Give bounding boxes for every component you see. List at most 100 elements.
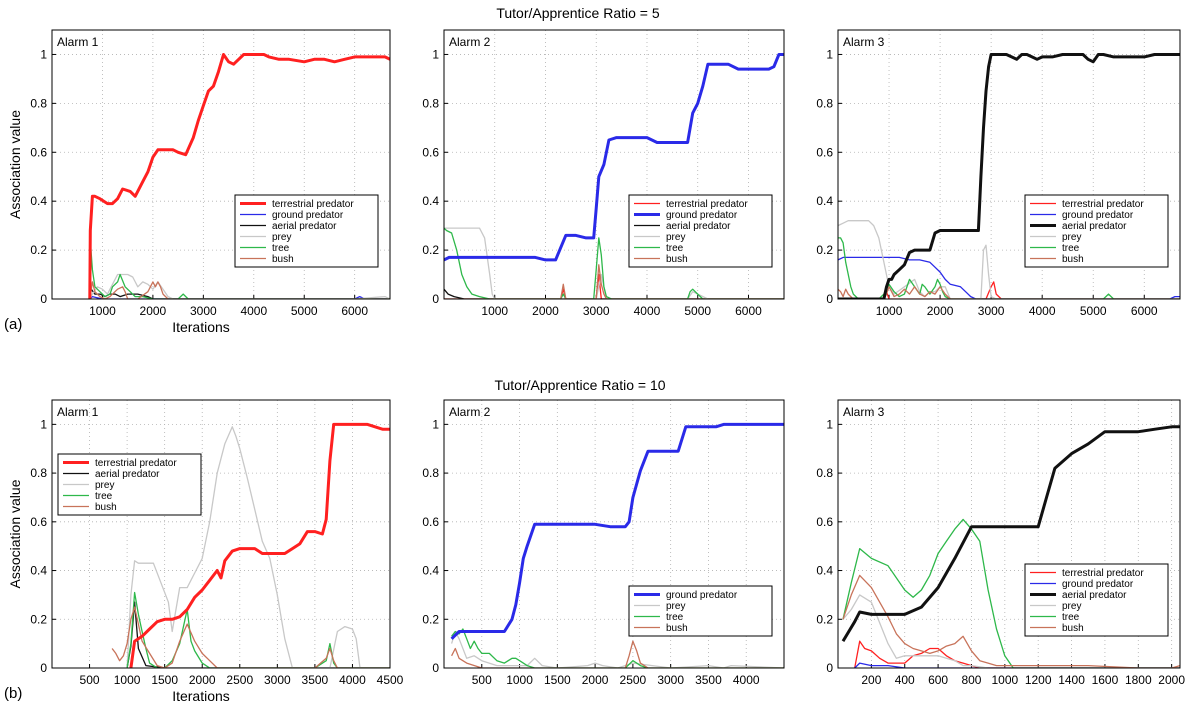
legend-label: aerial predator [1062, 221, 1127, 232]
tick-label-x: 1000 [506, 673, 533, 687]
tick-label-y: 1 [432, 47, 439, 61]
x-axis-label: Iterations [172, 688, 230, 704]
tick-label-x: 200 [861, 673, 881, 687]
tick-label-x: 4000 [339, 673, 366, 687]
tick-label-x: 2000 [582, 673, 609, 687]
series-line-ground-predator [838, 256, 1180, 299]
series-line-ground-predator [450, 422, 784, 640]
series-line-tree [88, 246, 390, 299]
series-line-tree [126, 591, 390, 668]
tick-label-x: 2000 [532, 304, 559, 318]
plot-frame [51, 29, 391, 300]
series-lines [111, 422, 390, 668]
tick-label-y: 0.8 [422, 466, 439, 480]
panel-title: Alarm 3 [843, 35, 885, 49]
tick-label-y: 0.6 [30, 145, 47, 159]
legend-label: tree [1062, 243, 1080, 254]
tick-label-x: 5000 [684, 304, 711, 318]
tick-label-x: 5000 [1080, 304, 1107, 318]
tick-label-x: 6000 [735, 304, 762, 318]
panel-3: 0 0.2 0.4 0.6 0.8 1 1000 2000 3000 4000 5000 6000 Al… [816, 29, 1181, 318]
tick-label-y: 0.4 [30, 194, 47, 208]
tick-label-x: 1500 [151, 673, 178, 687]
tick-label-x: 800 [961, 673, 981, 687]
legend-label: bush [1062, 623, 1084, 634]
tick-label-y: 0.2 [422, 612, 439, 626]
tick-label-x: 500 [472, 673, 492, 687]
panel-title: Alarm 1 [57, 405, 99, 419]
tick-label-x: 400 [895, 673, 915, 687]
series-line-bush [842, 574, 1180, 668]
legend-label: terrestrial predator [1062, 568, 1144, 579]
panel-title: Alarm 2 [449, 35, 491, 49]
tick-label-x: 2000 [140, 304, 167, 318]
row-a-title: Tutor/Apprentice Ratio = 5 [496, 5, 660, 21]
tick-label-x: 2500 [226, 673, 253, 687]
series-line-ground-predator [854, 662, 1180, 668]
series-line-aerial-predator [89, 288, 390, 299]
legend-label: tree [666, 243, 684, 254]
series-line-bush [838, 286, 1180, 299]
tick-label-y: 0.4 [30, 564, 47, 578]
legend-label: prey [666, 232, 685, 243]
plot-frame [443, 29, 785, 300]
tick-label-y: 0.8 [30, 466, 47, 480]
tick-label-x: 1200 [1025, 673, 1052, 687]
tick-label-y: 0.8 [816, 466, 833, 480]
tick-label-x: 1400 [1058, 673, 1085, 687]
series-line-prey [126, 426, 390, 668]
series-line-prey [842, 594, 1180, 668]
legend-label: prey [1062, 601, 1081, 612]
tick-label-y: 0.2 [816, 612, 833, 626]
legend-label: terrestrial predator [95, 458, 177, 469]
tick-label-y: 0 [40, 661, 47, 675]
legend-label: prey [272, 232, 291, 243]
tick-label-y: 0.2 [30, 612, 47, 626]
tick-label-x: 4500 [377, 673, 404, 687]
tick-label-y: 0.2 [422, 243, 439, 257]
legend-label: prey [95, 480, 114, 491]
row-label: (a) [4, 316, 22, 333]
series-line-ground-predator [444, 53, 784, 262]
tick-label-x: 3500 [302, 673, 329, 687]
tick-label-x: 2000 [927, 304, 954, 318]
legend-label: prey [1062, 232, 1081, 243]
x-axis-label: Iterations [172, 319, 230, 335]
tick-label-y: 0.2 [30, 243, 47, 257]
legend-box [628, 194, 773, 268]
tick-label-x: 600 [928, 673, 948, 687]
series-line-prey [89, 273, 390, 299]
tick-label-x: 500 [80, 673, 100, 687]
tick-label-x: 1000 [481, 304, 508, 318]
tick-label-y: 0.4 [422, 194, 439, 208]
tick-label-y: 1 [40, 47, 47, 61]
tick-label-x: 3000 [583, 304, 610, 318]
tick-label-y: 0.4 [816, 564, 833, 578]
panel-title: Alarm 3 [843, 405, 885, 419]
tick-label-x: 2000 [189, 673, 216, 687]
series-lines [450, 422, 784, 668]
tick-label-x: 1000 [991, 673, 1018, 687]
legend-label: bush [95, 502, 117, 513]
tick-label-y: 1 [826, 47, 833, 61]
plot-frame [51, 399, 391, 669]
series-line-terrestrial-predator [88, 53, 390, 299]
panel-title: Alarm 1 [57, 35, 99, 49]
legend-label: prey [666, 601, 685, 612]
legend-label: aerial predator [95, 469, 160, 480]
legend-label: aerial predator [666, 221, 731, 232]
tick-label-y: 0.8 [30, 96, 47, 110]
plot-frame [443, 399, 785, 669]
panel-title: Alarm 2 [449, 405, 491, 419]
series-line-aerial-predator [126, 601, 390, 668]
legend-label: aerial predator [1062, 590, 1127, 601]
tick-label-y: 1 [432, 417, 439, 431]
